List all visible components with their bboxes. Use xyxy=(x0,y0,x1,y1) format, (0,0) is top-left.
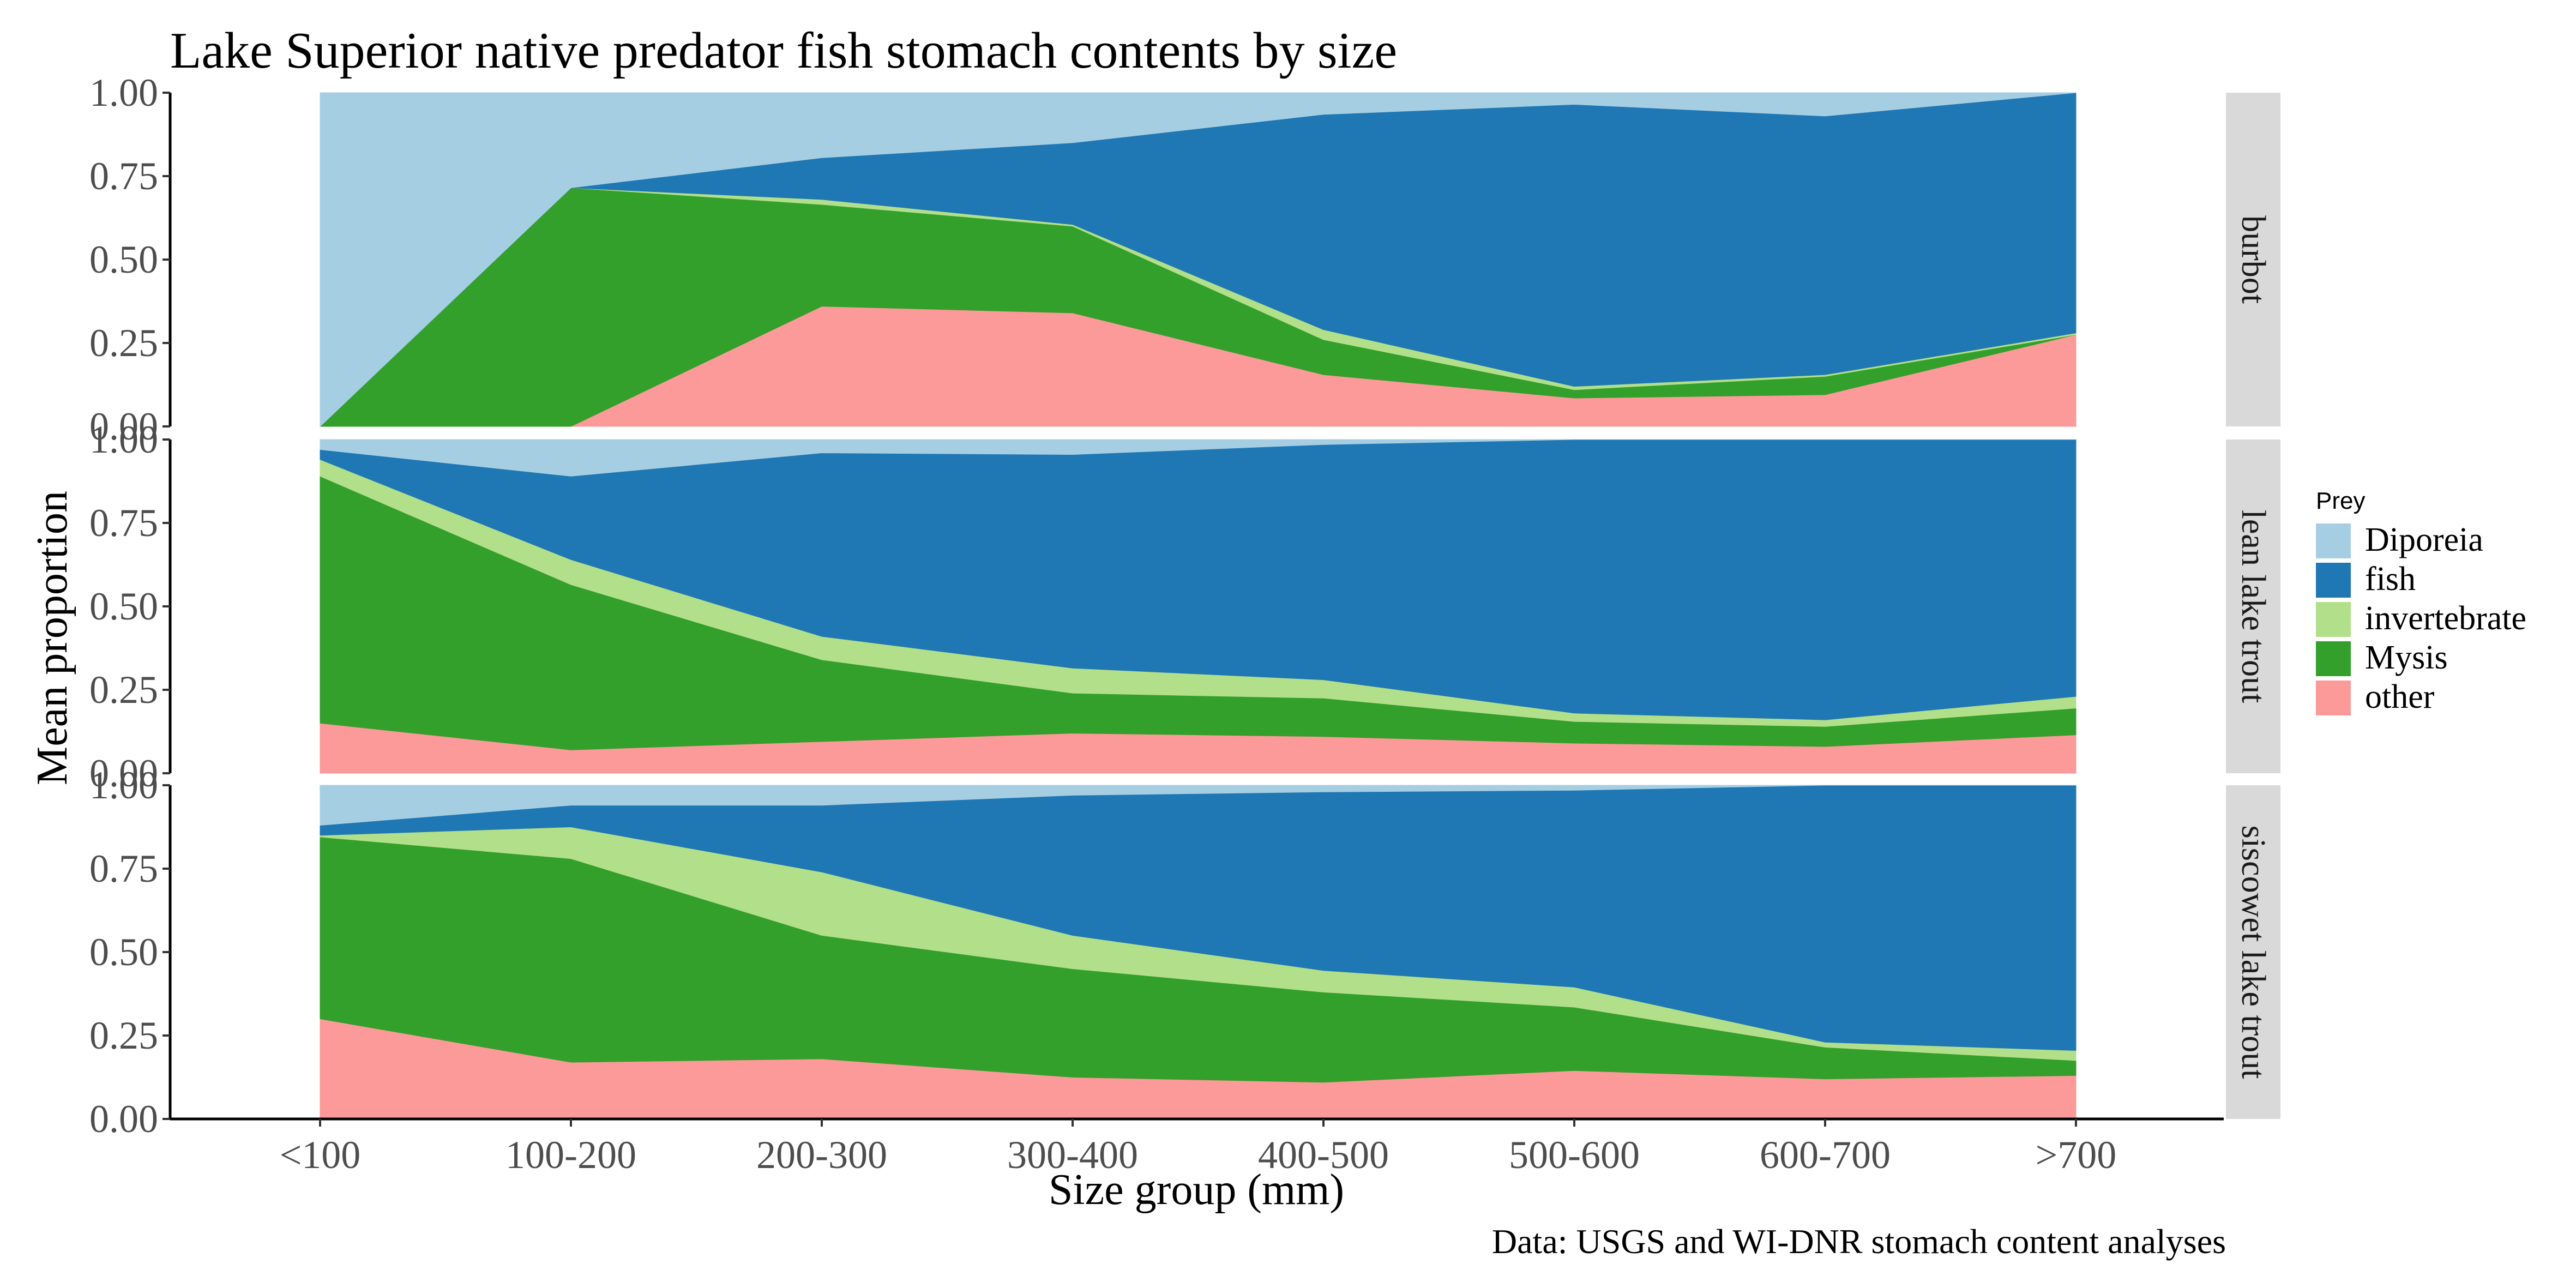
y-tick-label: 0.00 xyxy=(89,405,158,448)
y-tick-label: 0.50 xyxy=(89,930,158,974)
y-tick-label: 1.00 xyxy=(89,71,158,115)
panel-lean-lake-trout: 0.00 0.25 0.50 0.75 1.00 lean lake trout xyxy=(89,418,2280,795)
y-tick-label: 0.00 xyxy=(89,751,158,795)
facet-strip xyxy=(2226,785,2280,1119)
legend-label-fish: fish xyxy=(2365,561,2416,598)
x-tick-label: 200-300 xyxy=(756,1133,887,1177)
y-tick-label: 0.75 xyxy=(89,501,158,545)
legend-swatch-fish xyxy=(2316,563,2351,598)
y-tick-label: 1.00 xyxy=(89,763,158,807)
legend-label-mysis: Mysis xyxy=(2365,639,2448,676)
y-tick-label: 0.25 xyxy=(89,668,158,712)
x-tick-label: 100-200 xyxy=(505,1133,636,1177)
plot-area: 0.000.250.500.751.00burbot0.000.250.500.… xyxy=(89,71,2280,1177)
legend-swatch-other xyxy=(2316,681,2351,715)
y-tick-label: 0.50 xyxy=(89,238,158,281)
y-tick-label: 0.25 xyxy=(89,1014,158,1057)
y-tick-label: 1.00 xyxy=(89,418,158,461)
y-tick-label: 0.00 xyxy=(89,1097,158,1141)
area-burbot-diporeia xyxy=(320,92,2077,428)
legend-title: Prey xyxy=(2316,487,2365,514)
facet-strip xyxy=(2226,93,2280,426)
x-tick-label: 400-500 xyxy=(1258,1133,1389,1177)
x-tick-label: <100 xyxy=(280,1133,361,1177)
area-siscowet-lake-trout-diporeia xyxy=(320,785,2076,826)
legend-label-invertebrate: invertebrate xyxy=(2365,600,2526,637)
legend-swatch-diporeia xyxy=(2316,523,2351,558)
facet-label-siscowet-lake-trout: siscowet lake trout xyxy=(2235,826,2272,1079)
panel-siscowet-lake-trout: 0.00 0.25 0.50 0.75 1.00 siscowet lake trout xyxy=(89,763,2280,1141)
legend-swatch-mysis xyxy=(2316,641,2351,676)
facet-label-lean-lake-trout: lean lake trout xyxy=(2235,510,2272,703)
legend-label-diporeia: Diporeia xyxy=(2365,521,2483,558)
legend-label-other: other xyxy=(2365,678,2435,715)
chart-title: Lake Superior native predator fish stoma… xyxy=(170,22,1397,79)
y-tick-label: 0.75 xyxy=(89,154,158,198)
panel-burbot: 0.00 0.25 0.50 0.75 1.00 burbot xyxy=(89,71,2280,448)
legend-swatch-invertebrate xyxy=(2316,602,2351,637)
y-tick-label: 0.75 xyxy=(89,847,158,890)
facet-strip xyxy=(2226,440,2280,773)
y-tick-label: 0.50 xyxy=(89,585,158,628)
area-lean-lake-trout-diporeia xyxy=(320,439,2076,477)
x-axis-title: Size group (mm) xyxy=(1049,1166,1344,1214)
y-tick-label: 0.25 xyxy=(89,321,158,365)
y-axis-title: Mean proportion xyxy=(28,491,76,785)
x-tick-label: >700 xyxy=(2036,1133,2117,1177)
facet-label-burbot: burbot xyxy=(2235,215,2272,304)
x-tick-label: 500-600 xyxy=(1509,1133,1640,1177)
x-tick-label: 600-700 xyxy=(1760,1133,1891,1177)
chart-caption: Data: USGS and WI-DNR stomach content an… xyxy=(1492,1222,2226,1261)
x-tick-label: 300-400 xyxy=(1007,1133,1138,1177)
